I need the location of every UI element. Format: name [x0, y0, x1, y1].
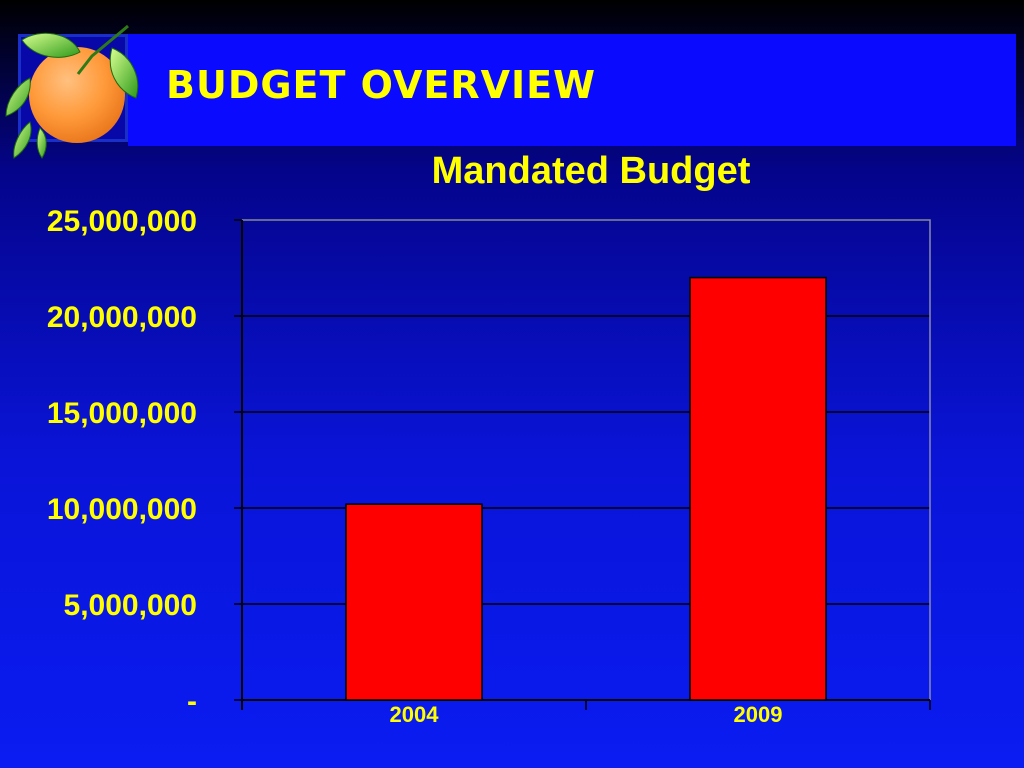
- y-tick-label: 5,000,000: [64, 589, 197, 622]
- orange-logo-icon: [5, 24, 139, 159]
- x-tick-labels: 2004 2009: [390, 702, 783, 727]
- y-tick-labels: - 5,000,000 10,000,000 15,000,000 20,000,000…: [47, 205, 197, 718]
- bars: [345, 276, 827, 701]
- bar-2004: [345, 503, 483, 701]
- y-tick-label: 25,000,000: [47, 205, 197, 238]
- y-tick-label: -: [187, 685, 197, 718]
- y-tick-label: 20,000,000: [47, 301, 197, 334]
- chart-title: Mandated Budget: [432, 150, 751, 192]
- slide-title: BUDGET OVERVIEW: [166, 63, 596, 107]
- bar-2009: [689, 276, 827, 701]
- x-tick-label: 2009: [734, 702, 783, 727]
- y-tick-label: 10,000,000: [47, 493, 197, 526]
- gridlines: [242, 219, 930, 605]
- x-tick-label: 2004: [390, 702, 440, 727]
- y-tick-label: 15,000,000: [47, 397, 197, 430]
- header-band: [128, 34, 1016, 146]
- plot-frame: [241, 219, 931, 701]
